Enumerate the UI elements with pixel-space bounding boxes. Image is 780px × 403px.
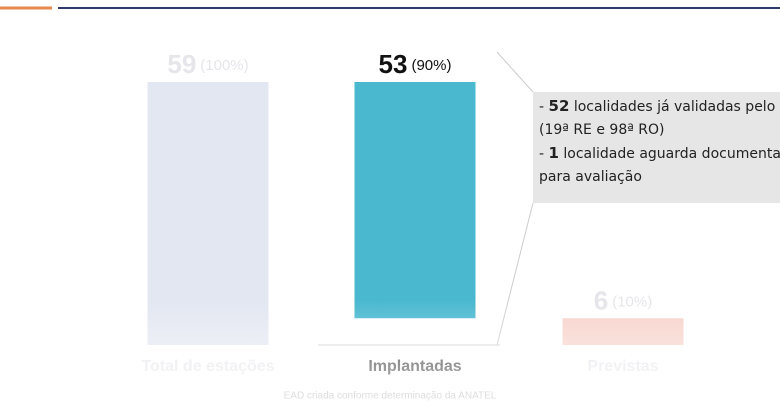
callout-line	[496, 51, 534, 93]
value-share: (100%)	[200, 57, 248, 74]
callout-number: 52	[548, 97, 570, 115]
value-share: (90%)	[411, 57, 451, 74]
callout-item: - 52 localidades já validadas pelo GIRED…	[539, 95, 780, 142]
value-number: 59	[167, 49, 196, 79]
callout-text: localidades já validadas pelo GIRED (19ª…	[539, 99, 780, 138]
callout: - 52 localidades já validadas pelo GIRED…	[533, 92, 780, 203]
callout-item: - 1 localidade aguarda documentação para…	[539, 142, 780, 189]
footer: EAD criada conforme determinação da ANAT…	[284, 391, 497, 402]
value-label: 59 (100%)	[167, 49, 248, 79]
value-label: 53 (90%)	[379, 49, 452, 79]
callout-text: localidade aguarda documentação para ava…	[539, 146, 780, 185]
bar	[354, 82, 476, 319]
value-number: 53	[379, 49, 408, 79]
callout-number: 1	[548, 144, 559, 162]
fade-overlay	[0, 300, 780, 403]
